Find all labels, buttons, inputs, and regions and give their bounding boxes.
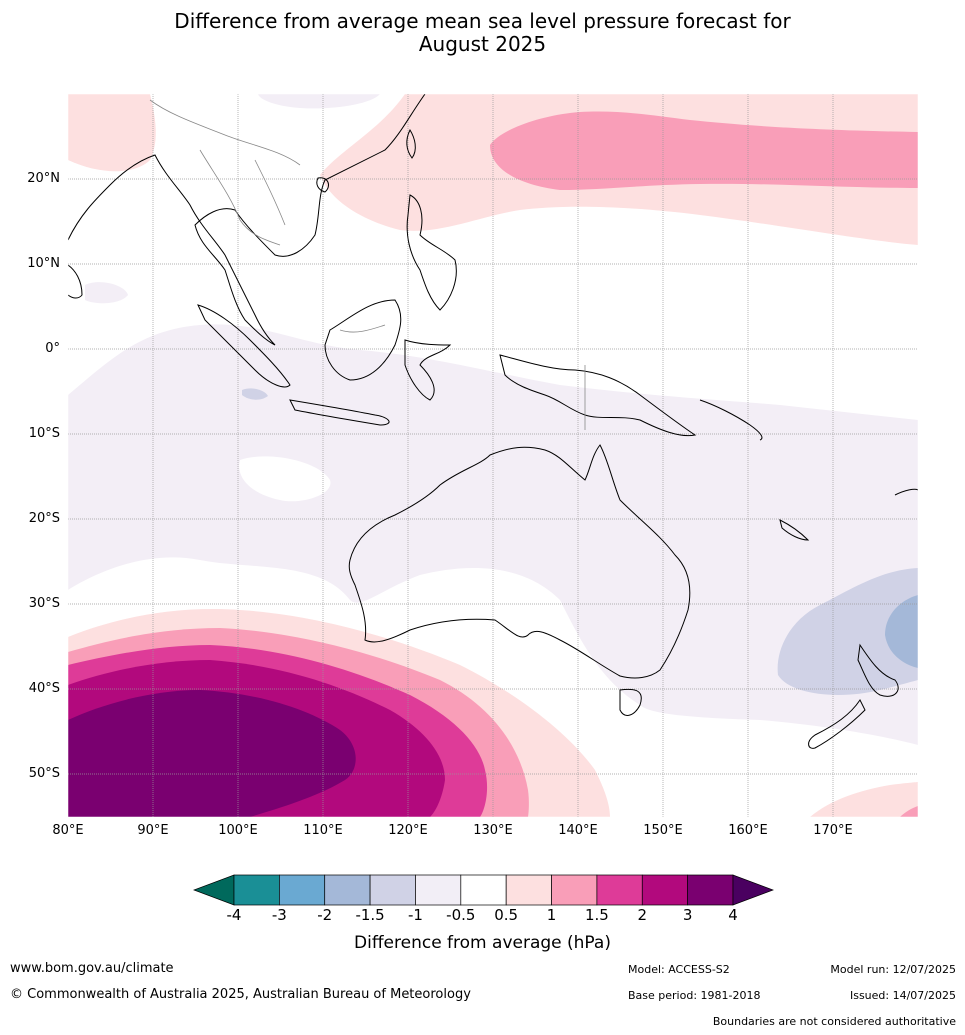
lon-label-120e: 120°E — [388, 823, 428, 838]
java-coast — [289, 399, 390, 426]
website-text: www.bom.gov.au/climate — [10, 961, 174, 976]
coastlines — [68, 94, 918, 749]
taiwan-coast — [406, 128, 416, 159]
copyright-text: © Commonwealth of Australia 2025, Austra… — [10, 987, 471, 1002]
colorbar-tick-label: -3 — [271, 906, 287, 924]
lon-label-80e: 80°E — [52, 823, 84, 838]
lon-label-90e: 90°E — [137, 823, 169, 838]
sumatra-coast — [197, 304, 291, 388]
sulawesi-coast — [404, 339, 452, 401]
colorbar-tick-label: -2 — [317, 906, 333, 924]
contour-neg-0.5-north — [258, 94, 380, 109]
india-sri-lanka-coast — [68, 264, 83, 299]
new-guinea-coast — [499, 354, 697, 437]
colorbar-segment — [369, 874, 416, 906]
lat-label-10n: 10°N — [27, 256, 60, 271]
new-caledonia-coast — [779, 519, 810, 541]
contour-neg-0.5-north2 — [85, 282, 128, 304]
lon-label-130e: 130°E — [473, 823, 513, 838]
colorbar-segment — [233, 874, 280, 906]
lat-label-10s: 10°S — [28, 426, 60, 441]
colorbar-title: Difference from average (hPa) — [354, 933, 611, 953]
colorbar-tick-label: -0.5 — [446, 906, 476, 924]
colorbar — [193, 874, 774, 906]
issued-text: Issued: 14/07/2025 — [849, 989, 956, 1002]
colorbar-tick-label: -4 — [226, 906, 242, 924]
contour-pos-0.5-nw — [68, 94, 156, 172]
contour-pos-1-se — [900, 806, 918, 817]
anomaly-field — [68, 94, 918, 817]
lat-label-0: 0° — [45, 341, 60, 356]
lat-label-50s: 50°S — [28, 766, 60, 781]
lon-label-100e: 100°E — [218, 823, 258, 838]
colorbar-tick-label: 1 — [546, 906, 557, 924]
lon-label-140e: 140°E — [558, 823, 598, 838]
philippines-coast — [406, 194, 457, 311]
country-borders — [149, 99, 586, 430]
colorbar-segment — [596, 874, 643, 906]
contour-pos-1-np — [490, 111, 918, 190]
lon-label-150e: 150°E — [643, 823, 683, 838]
lat-label-40s: 40°S — [28, 681, 60, 696]
colorbar-tick-label: -1.5 — [355, 906, 385, 924]
title-line-1: Difference from average mean sea level p… — [174, 9, 791, 33]
colorbar-segment — [687, 874, 734, 906]
colorbar-tick-label: 1.5 — [584, 906, 609, 924]
fiji-coast — [894, 488, 918, 496]
model-text: Model: ACCESS-S2 — [628, 963, 730, 976]
new-zealand-south — [808, 699, 866, 749]
contour-neg-1.5 — [885, 595, 918, 668]
colorbar-high-arrow — [732, 874, 774, 906]
neutral-patch — [239, 456, 331, 502]
colorbar-low-arrow — [193, 874, 235, 906]
colorbar-segment — [460, 874, 507, 906]
colorbar-tick-label: -1 — [407, 906, 423, 924]
model-run-text: Model run: 12/07/2025 — [830, 963, 956, 976]
disclaimer-text: Boundaries are not considered authoritat… — [712, 1015, 956, 1028]
colorbar-tick-label: 2 — [637, 906, 648, 924]
lat-label-30s: 30°S — [28, 596, 60, 611]
lat-label-20s: 20°S — [28, 511, 60, 526]
colorbar-tick-label: 0.5 — [494, 906, 519, 924]
colorbar-tick-label: 3 — [682, 906, 693, 924]
colorbar-tick-label: 4 — [728, 906, 738, 924]
borneo-coast — [324, 299, 402, 381]
tasmania-coast — [619, 688, 642, 716]
lon-label-160e: 160°E — [728, 823, 768, 838]
contour-pos-3-s — [68, 690, 356, 817]
colorbar-segment — [505, 874, 552, 906]
base-period-text: Base period: 1981-2018 — [628, 989, 761, 1002]
contour-neg-1 — [777, 568, 918, 695]
lon-label-170e: 170°E — [813, 823, 853, 838]
lon-label-110e: 110°E — [303, 823, 343, 838]
australia-coast — [348, 444, 691, 679]
colorbar-segment — [279, 874, 326, 906]
colorbar-segment — [641, 874, 688, 906]
mainland-asia-coast — [68, 94, 426, 346]
contour-neg-1-small — [242, 388, 268, 400]
colorbar-segment — [551, 874, 598, 906]
hainan-coast — [316, 177, 329, 193]
new-zealand-north — [857, 643, 899, 697]
colorbar-segment — [415, 874, 462, 906]
title-line-2: August 2025 — [418, 32, 547, 56]
contour-pos-0.5-se — [810, 782, 918, 817]
solomon-islands-coast — [699, 399, 763, 441]
colorbar-segment — [324, 874, 371, 906]
map-title: Difference from average mean sea level p… — [0, 10, 965, 56]
lat-label-20n: 20°N — [27, 171, 60, 186]
